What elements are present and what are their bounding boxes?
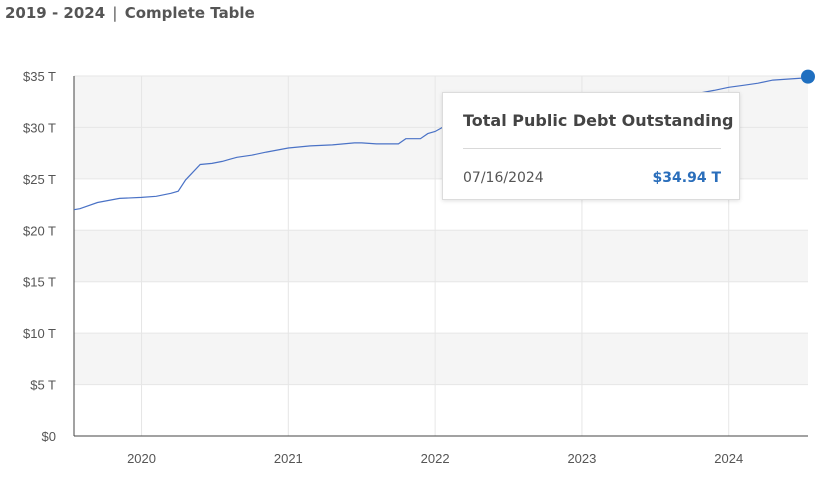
y-tick-label: $5 T: [30, 378, 56, 393]
y-axis-ticks: $0 $5 T $10 T $15 T $20 T $25 T $30 T $35 T: [23, 69, 56, 444]
tooltip-title: Total Public Debt Outstanding: [463, 111, 734, 130]
chart-header: 2019 - 2024 | Complete Table: [5, 4, 255, 22]
chart-tooltip: Total Public Debt Outstanding 07/16/2024…: [442, 92, 740, 200]
x-tick-label: 2024: [714, 451, 743, 466]
chart-marker: [801, 69, 815, 84]
y-tick-label: $0: [42, 429, 56, 444]
series-line: [73, 126, 443, 211]
tooltip-divider: [463, 148, 721, 149]
date-range-label: 2019 - 2024: [5, 4, 106, 22]
chart-series: [73, 76, 809, 211]
y-tick-label: $30 T: [23, 120, 56, 135]
x-tick-label: 2021: [274, 451, 303, 466]
chart-band: [74, 230, 808, 282]
y-tick-label: $35 T: [23, 69, 56, 84]
complete-table-link[interactable]: Complete Table: [124, 4, 255, 22]
x-tick-label: 2022: [421, 451, 450, 466]
y-tick-label: $20 T: [23, 223, 56, 238]
chart-band: [74, 333, 808, 385]
series-line: [691, 76, 809, 96]
chart-axes: [73, 76, 808, 437]
y-tick-label: $15 T: [23, 275, 56, 290]
x-tick-label: 2020: [127, 451, 156, 466]
tooltip-value: $34.94 T: [652, 170, 721, 186]
y-tick-label: $10 T: [23, 326, 56, 341]
y-tick-label: $25 T: [23, 172, 56, 187]
x-tick-label: 2023: [567, 451, 596, 466]
highlight-point: [801, 69, 815, 84]
tooltip-date: 07/16/2024: [463, 170, 544, 186]
x-axis-ticks: 2020 2021 2022 2023 2024: [127, 451, 743, 466]
header-separator: |: [112, 4, 118, 22]
